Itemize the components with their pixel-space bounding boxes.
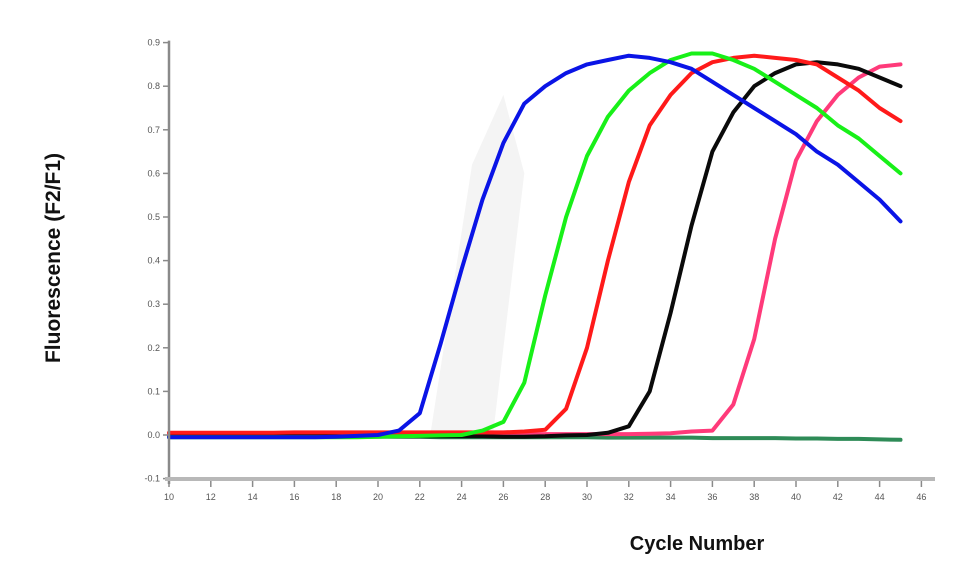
series-line-blue [167, 53, 903, 440]
x-tick-label: 32 [624, 492, 634, 502]
y-tick-label: 0.9 [147, 38, 160, 48]
y-tick-label: 0.4 [147, 256, 160, 266]
x-tick-label: 16 [289, 492, 299, 502]
y-tick-label: 0.2 [147, 343, 160, 353]
x-tick-label: 10 [164, 492, 174, 502]
y-axis-label: Fluorescence (F2/F1) [42, 153, 65, 363]
plot-area [167, 51, 903, 442]
x-axis: 10 12 14 16 18 20 22 24 26 28 30 32 34 36 38 40 42 44 46 [164, 477, 935, 502]
x-tick-label: 24 [457, 492, 467, 502]
x-tick-label: 44 [875, 492, 885, 502]
x-tick-label: 36 [707, 492, 717, 502]
y-tick-label: 0.7 [147, 125, 160, 135]
y-tick-label: 0.1 [147, 386, 160, 396]
y-tick-label: 0.6 [147, 168, 160, 178]
y-tick-label: 0.5 [147, 212, 160, 222]
shading-band [430, 94, 525, 436]
x-tick-label: 12 [206, 492, 216, 502]
series-line-red [167, 53, 903, 435]
y-tick-label: 0.8 [147, 81, 160, 91]
x-tick-label: 14 [248, 492, 258, 502]
x-tick-label: 42 [833, 492, 843, 502]
x-tick-label: 28 [540, 492, 550, 502]
series-line-green [167, 51, 903, 440]
x-tick-label: 26 [498, 492, 508, 502]
y-axis: -0.1 0.0 0.1 0.2 0.3 0.4 0.5 0.6 0.7 0.8 0.9 [144, 38, 171, 484]
series-line-pink [167, 62, 903, 437]
x-tick-label: 30 [582, 492, 592, 502]
x-tick-label: 46 [916, 492, 926, 502]
x-tick-label: 22 [415, 492, 425, 502]
x-tick-label: 18 [331, 492, 341, 502]
x-tick-label: 38 [749, 492, 759, 502]
x-axis-label: Cycle Number [630, 533, 765, 555]
x-tick-label: 20 [373, 492, 383, 502]
y-tick-label: -0.1 [144, 474, 160, 484]
y-tick-label: 0.3 [147, 299, 160, 309]
y-tick-label: 0.0 [147, 430, 160, 440]
x-tick-label: 34 [666, 492, 676, 502]
x-tick-label: 40 [791, 492, 801, 502]
series-line-black [167, 60, 903, 439]
